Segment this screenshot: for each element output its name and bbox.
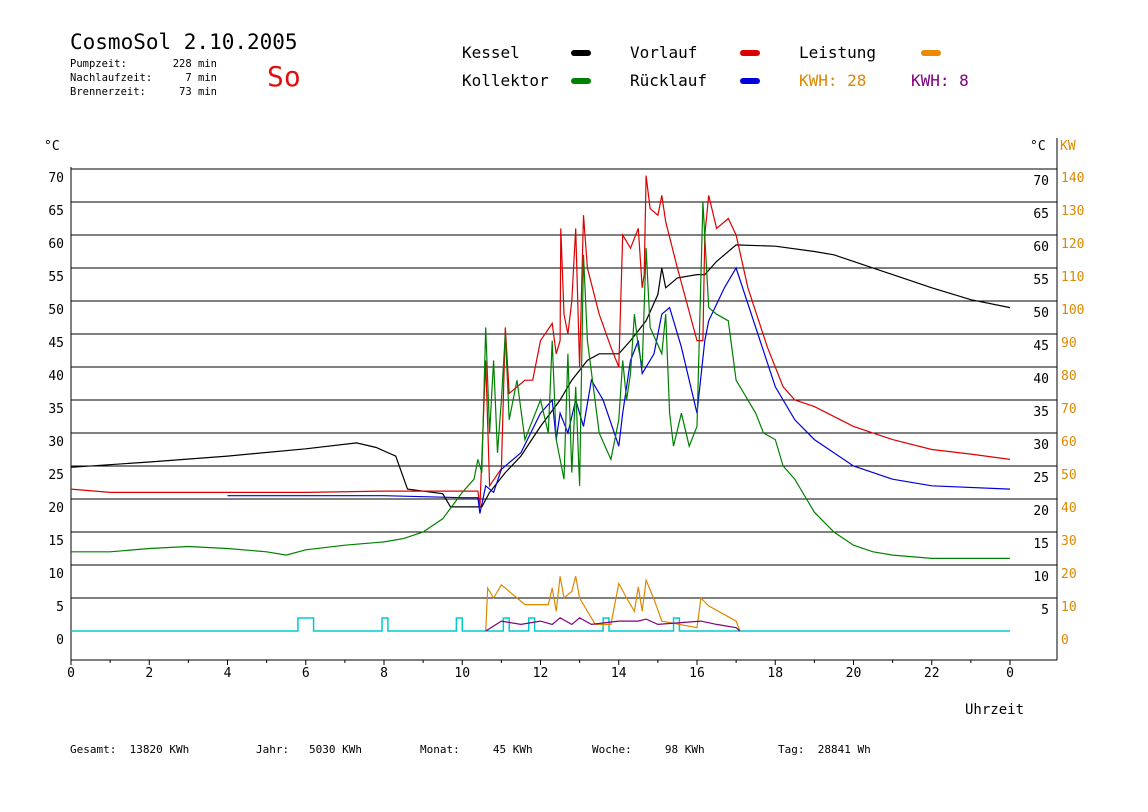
y-tick-label-power: 0	[1061, 633, 1069, 648]
y-tick-label-left: 25	[48, 468, 64, 483]
chart-ticks: 0246810121416182022005101520253035404550…	[48, 171, 1084, 681]
x-tick-label: 16	[689, 666, 705, 681]
x-tick-label: 8	[380, 666, 388, 681]
y-tick-label-left: 50	[48, 303, 64, 318]
x-tick-label: 22	[924, 666, 940, 681]
y-tick-label-right: 20	[1033, 504, 1049, 519]
y-tick-label-left: 5	[56, 600, 64, 615]
y-tick-label-right: 5	[1041, 603, 1049, 618]
y-tick-label-left: 0	[56, 633, 64, 648]
y-tick-label-power: 60	[1061, 435, 1077, 450]
x-tick-label: 20	[846, 666, 862, 681]
footer-jahr: Jahr: 5030 KWh	[256, 743, 362, 756]
chart-series	[71, 176, 1010, 631]
y-tick-label-power: 120	[1061, 237, 1084, 252]
y-tick-label-power: 70	[1061, 402, 1077, 417]
y-tick-label-right: 10	[1033, 570, 1049, 585]
y-tick-label-power: 20	[1061, 567, 1077, 582]
y-tick-label-right: 25	[1033, 471, 1049, 486]
pump-line	[71, 618, 1010, 631]
y-tick-label-power: 80	[1061, 369, 1077, 384]
y-tick-label-left: 65	[48, 204, 64, 219]
x-tick-label: 10	[454, 666, 470, 681]
y-tick-label-right: 40	[1033, 372, 1049, 387]
y-tick-label-left: 45	[48, 336, 64, 351]
x-tick-label: 12	[533, 666, 549, 681]
chart-axes	[71, 138, 1057, 660]
series-line-kessel	[71, 245, 1010, 507]
series-line-rcklauf	[228, 268, 1011, 514]
x-tick-label: 18	[767, 666, 783, 681]
chart-grid	[71, 169, 1057, 598]
y-tick-label-power: 90	[1061, 336, 1077, 351]
y-tick-label-right: 60	[1033, 240, 1049, 255]
y-tick-label-power: 30	[1061, 534, 1077, 549]
series-line-leistung	[486, 576, 740, 631]
series-line-kollektor	[71, 202, 1010, 558]
y-tick-label-right: 15	[1033, 537, 1049, 552]
y-tick-label-left: 35	[48, 402, 64, 417]
y-tick-label-power: 110	[1061, 270, 1084, 285]
y-tick-label-right: 65	[1033, 207, 1049, 222]
x-tick-label: 0	[1006, 666, 1014, 681]
x-axis-label: Uhrzeit	[965, 702, 1024, 718]
y-tick-label-power: 40	[1061, 501, 1077, 516]
y-tick-label-right: 55	[1033, 273, 1049, 288]
x-tick-label: 6	[302, 666, 310, 681]
y-tick-label-left: 15	[48, 534, 64, 549]
x-tick-label: 0	[67, 666, 75, 681]
x-tick-label: 4	[224, 666, 232, 681]
y-tick-label-power: 140	[1061, 171, 1084, 186]
y-tick-label-right: 45	[1033, 339, 1049, 354]
y-tick-label-left: 70	[48, 171, 64, 186]
y-axis-label-right: °C	[1030, 139, 1046, 154]
y-tick-label-left: 20	[48, 501, 64, 516]
y-axis-label-power: KW	[1060, 139, 1076, 154]
y-tick-label-left: 10	[48, 567, 64, 582]
footer-gesamt: Gesamt: 13820 KWh	[70, 743, 189, 756]
y-tick-label-power: 50	[1061, 468, 1077, 483]
y-tick-label-left: 30	[48, 435, 64, 450]
footer-woche: Woche: 98 KWh	[592, 743, 705, 756]
y-tick-label-left: 55	[48, 270, 64, 285]
y-tick-label-power: 130	[1061, 204, 1084, 219]
y-tick-label-right: 35	[1033, 405, 1049, 420]
y-tick-label-right: 30	[1033, 438, 1049, 453]
series-line-kwh	[486, 618, 740, 631]
y-tick-label-right: 50	[1033, 306, 1049, 321]
y-tick-label-left: 40	[48, 369, 64, 384]
x-tick-label: 2	[145, 666, 153, 681]
footer-tag: Tag: 28841 Wh	[778, 743, 871, 756]
y-tick-label-power: 10	[1061, 600, 1077, 615]
footer-monat: Monat: 45 KWh	[420, 743, 533, 756]
y-tick-label-power: 100	[1061, 303, 1084, 318]
y-axis-label-left: °C	[44, 139, 60, 154]
x-tick-label: 14	[611, 666, 627, 681]
y-tick-label-right: 70	[1033, 174, 1049, 189]
y-tick-label-left: 60	[48, 237, 64, 252]
